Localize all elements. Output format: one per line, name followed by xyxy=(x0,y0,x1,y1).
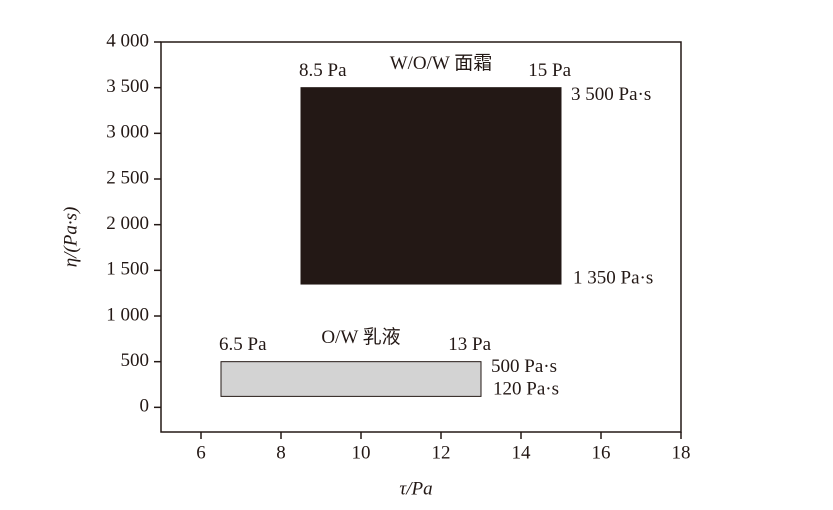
x-range-label: 13 Pa xyxy=(448,334,491,355)
y-tick-label: 0 xyxy=(140,396,150,417)
y-range-label: 3 500 Pa·s xyxy=(571,84,651,105)
legend-label: W/O/W 面霜 xyxy=(390,53,493,74)
y-tick-label: 2 000 xyxy=(106,213,149,234)
y-tick-label: 500 xyxy=(121,350,150,371)
y-range-label: 1 350 Pa·s xyxy=(573,267,653,288)
y-range-label: 120 Pa·s xyxy=(493,379,559,400)
x-tick-label: 12 xyxy=(432,442,451,463)
x-tick-label: 8 xyxy=(276,442,286,463)
plot-frame xyxy=(160,41,682,433)
y-tick-label: 1 500 xyxy=(106,259,149,280)
y-tick-label: 3 000 xyxy=(106,122,149,143)
y-tick-label: 4 000 xyxy=(106,30,149,51)
x-tick-label: 10 xyxy=(352,442,371,463)
x-tick-label: 14 xyxy=(512,442,532,463)
x-range-label: 8.5 Pa xyxy=(299,60,347,81)
x-tick-label: 6 xyxy=(196,442,206,463)
region xyxy=(300,87,562,285)
y-tick-label: 3 500 xyxy=(106,76,149,97)
y-range-label: 500 Pa·s xyxy=(491,356,557,377)
legend-label: O/W 乳液 xyxy=(321,326,400,348)
region xyxy=(220,361,482,397)
x-range-label: 15 Pa xyxy=(528,60,571,81)
x-tick-label: 18 xyxy=(672,442,691,463)
y-tick-label: 2 500 xyxy=(106,167,149,188)
x-range-label: 6.5 Pa xyxy=(219,334,267,355)
x-tick-label: 16 xyxy=(592,442,611,463)
y-tick-label: 1 000 xyxy=(106,304,149,325)
x-axis-label: τ/Pa xyxy=(399,478,432,499)
y-axis-label: η/(Pa·s) xyxy=(60,207,81,268)
